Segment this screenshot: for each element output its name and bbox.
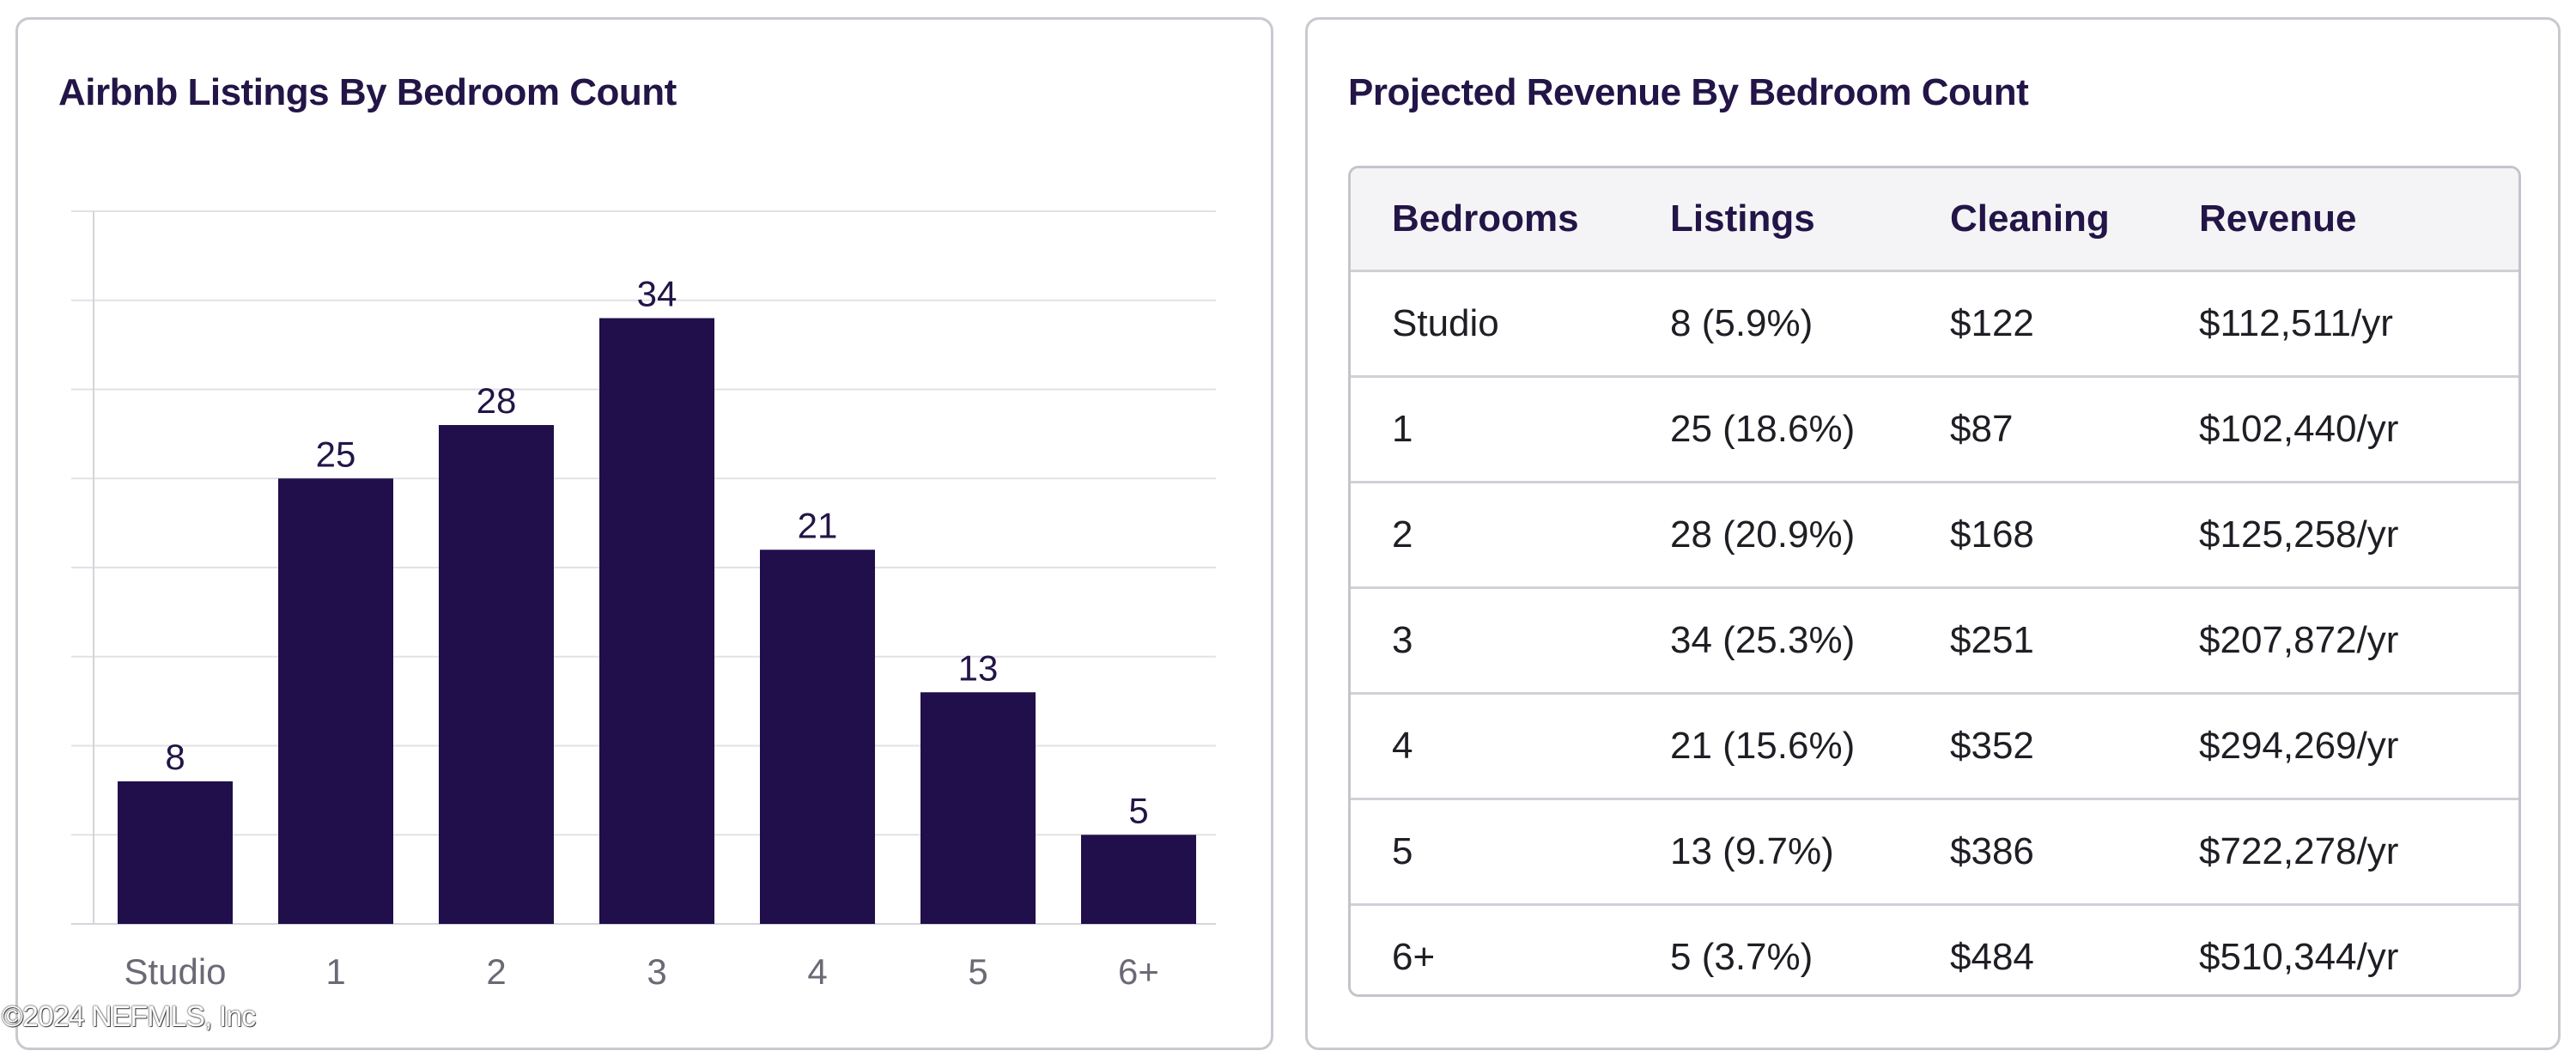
- cell-listings: 5 (3.7%): [1655, 903, 1935, 994]
- cell-cleaning: $168: [1935, 481, 2184, 588]
- cell-cleaning: $386: [1935, 798, 2184, 905]
- revenue-table-card: Projected Revenue By Bedroom Count Bedro…: [1305, 17, 2561, 1050]
- cell-bedrooms: 1: [1351, 375, 1655, 483]
- listings-chart-card: Airbnb Listings By Bedroom Count 8 Studio…: [15, 17, 1273, 1050]
- table-row: Studio 8 (5.9%) $122 $112,511/yr: [1351, 270, 2518, 377]
- cell-listings: 25 (18.6%): [1655, 375, 1935, 483]
- bar: [1081, 835, 1196, 924]
- table-row: 5 13 (9.7%) $386 $722,278/yr: [1351, 798, 2518, 905]
- cell-bedrooms: Studio: [1351, 270, 1655, 377]
- table-header-row: Bedrooms Listings Cleaning Revenue: [1351, 168, 2518, 271]
- table-row: 4 21 (15.6%) $352 $294,269/yr: [1351, 692, 2518, 799]
- cell-cleaning: $251: [1935, 586, 2184, 694]
- header-listings: Listings: [1670, 197, 1815, 240]
- cell-listings: 28 (20.9%): [1655, 481, 1935, 588]
- table-title: Projected Revenue By Bedroom Count: [1348, 71, 2029, 113]
- bar-chart: 8 Studio 25 1 28 2 34 3 21 4 13 5 5 6+: [71, 210, 1216, 992]
- cell-revenue: $722,278/yr: [2184, 798, 2518, 905]
- cell-cleaning: $122: [1935, 270, 2184, 377]
- cell-listings: 8 (5.9%): [1655, 270, 1935, 377]
- cell-cleaning: $484: [1935, 903, 2184, 994]
- x-tick-label: 6+: [1118, 951, 1159, 992]
- bar-value-label: 5: [1128, 790, 1148, 830]
- table-row: 1 25 (18.6%) $87 $102,440/yr: [1351, 375, 2518, 483]
- bar: [760, 550, 875, 924]
- bar-value-label: 8: [165, 737, 185, 777]
- table-row: 6+ 5 (3.7%) $484 $510,344/yr: [1351, 903, 2518, 994]
- cell-bedrooms: 5: [1351, 798, 1655, 905]
- cell-listings: 34 (25.3%): [1655, 586, 1935, 694]
- revenue-table-container: Bedrooms Listings Cleaning Revenue Studi…: [1348, 166, 2521, 997]
- cell-revenue: $102,440/yr: [2184, 375, 2518, 483]
- x-tick-label: Studio: [124, 951, 226, 992]
- x-tick-label: 3: [647, 951, 666, 992]
- copyright-watermark: ©2024 NEFMLS, Inc: [2, 1000, 256, 1033]
- cell-bedrooms: 3: [1351, 586, 1655, 694]
- cell-cleaning: $87: [1935, 375, 2184, 483]
- x-tick-label: 2: [486, 951, 506, 992]
- revenue-table: Bedrooms Listings Cleaning Revenue Studi…: [1351, 168, 2518, 994]
- cell-revenue: $510,344/yr: [2184, 903, 2518, 994]
- cell-revenue: $207,872/yr: [2184, 586, 2518, 694]
- bar-value-label: 34: [637, 274, 677, 314]
- cell-listings: 13 (9.7%): [1655, 798, 1935, 905]
- cell-bedrooms: 6+: [1351, 903, 1655, 994]
- header-bedrooms: Bedrooms: [1392, 197, 1579, 240]
- cell-bedrooms: 4: [1351, 692, 1655, 799]
- table-row: 2 28 (20.9%) $168 $125,258/yr: [1351, 481, 2518, 588]
- bar-value-label: 21: [798, 505, 838, 545]
- bar: [439, 425, 554, 924]
- bar-value-label: 25: [316, 434, 356, 474]
- cell-revenue: $125,258/yr: [2184, 481, 2518, 588]
- bar-value-label: 28: [477, 380, 517, 421]
- bar: [278, 478, 393, 924]
- table-row: 3 34 (25.3%) $251 $207,872/yr: [1351, 586, 2518, 694]
- bar: [118, 781, 233, 924]
- x-tick-label: 4: [807, 951, 827, 992]
- header-revenue: Revenue: [2199, 197, 2357, 240]
- bar: [920, 692, 1036, 924]
- cell-cleaning: $352: [1935, 692, 2184, 799]
- bar-value-label: 13: [958, 647, 999, 688]
- cell-listings: 21 (15.6%): [1655, 692, 1935, 799]
- bar: [599, 318, 714, 924]
- chart-title: Airbnb Listings By Bedroom Count: [58, 71, 677, 113]
- x-tick-label: 1: [325, 951, 345, 992]
- cell-revenue: $294,269/yr: [2184, 692, 2518, 799]
- header-cleaning: Cleaning: [1950, 197, 2110, 240]
- cell-bedrooms: 2: [1351, 481, 1655, 588]
- x-tick-label: 5: [968, 951, 987, 992]
- cell-revenue: $112,511/yr: [2184, 270, 2518, 377]
